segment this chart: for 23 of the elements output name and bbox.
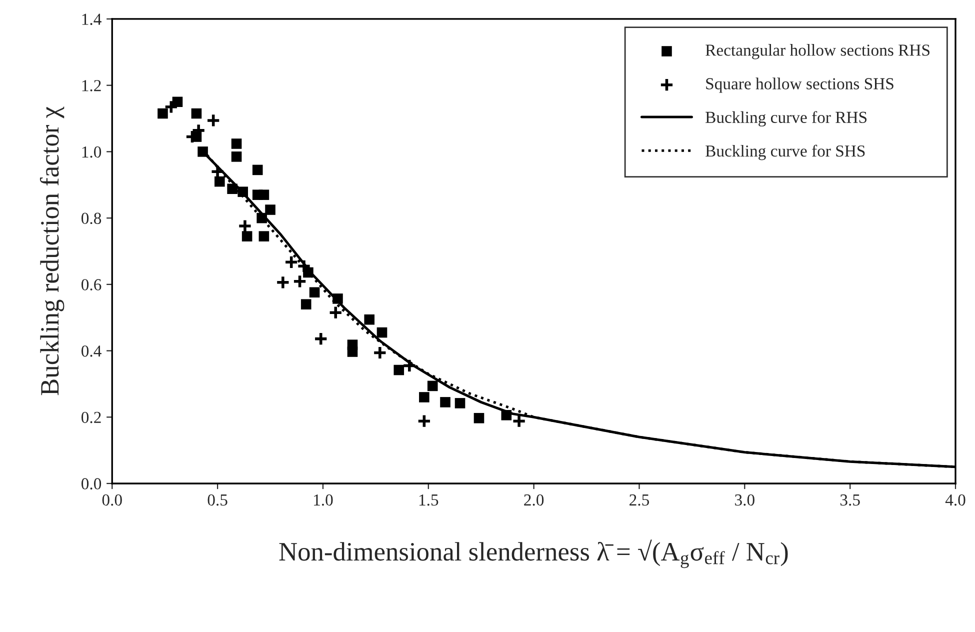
x-tick-label: 2.5	[630, 494, 649, 506]
y-tick-label: 1.0	[82, 146, 102, 158]
x-tick-label: 4.0	[945, 494, 966, 506]
legend-label: Buckling curve for RHS	[706, 111, 867, 126]
legend-label: Buckling curve for SHS	[706, 144, 865, 160]
legend-label: Rectangular hollow sections RHS	[706, 44, 930, 60]
y-tick-label: 0.8	[82, 212, 102, 224]
y-tick-label: 1.2	[82, 80, 101, 92]
y-tick-label: 0.4	[82, 345, 102, 357]
x-tick-label: 3.5	[840, 494, 860, 506]
x-tick-label: 0.5	[208, 494, 228, 506]
x-axis-title: Non-dimensional slenderness λ̄ = √(A$_{g}$σ$_{eff}$ / N$_{cr}$)	[279, 540, 788, 568]
x-tick-label: 1.5	[419, 494, 438, 506]
y-tick-label: 1.4	[82, 14, 102, 25]
x-tick-label: 1.0	[314, 494, 333, 506]
y-tick-label: 0.0	[82, 478, 102, 490]
y-tick-label: 0.6	[82, 279, 102, 290]
y-tick-label: 0.2	[82, 412, 101, 424]
legend-label: Square hollow sections SHS	[706, 78, 894, 93]
y-axis-title: Buckling reduction factor χ	[40, 106, 64, 396]
x-tick-label: 2.0	[524, 494, 544, 506]
x-tick-label: 0.0	[102, 494, 122, 506]
x-tick-label: 3.0	[735, 494, 754, 506]
